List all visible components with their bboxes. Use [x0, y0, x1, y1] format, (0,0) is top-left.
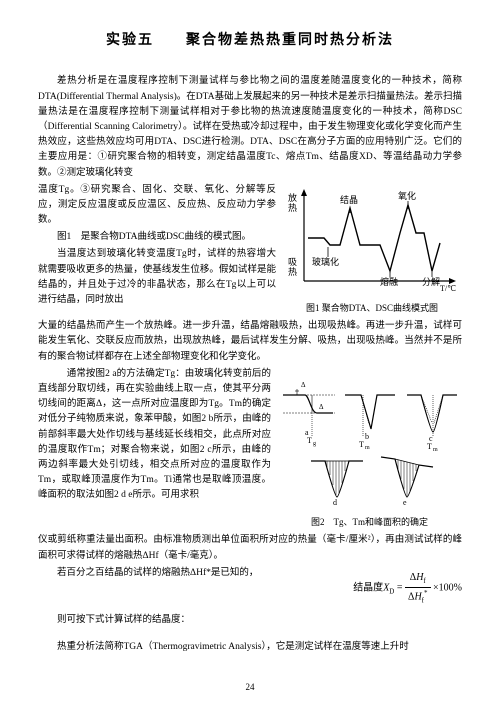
svg-text:T/℃: T/℃	[440, 284, 456, 293]
svg-text:氧化: 氧化	[398, 190, 416, 201]
svg-text:g: g	[313, 441, 316, 447]
svg-text:结晶: 结晶	[340, 194, 358, 205]
paragraph-1: 差热分析是在温度程序控制下测量试样与参比物之间的温度差随温度变化的一种技术，简称…	[38, 74, 462, 180]
figure-2-diagram: Δ Δ a Tg b Tm c Tm	[277, 367, 462, 507]
svg-text:T: T	[427, 442, 432, 451]
figure-1-caption: 图1 聚合物DTA、DSC曲线模式图	[282, 301, 462, 315]
svg-text:T: T	[359, 440, 364, 449]
page-number: 24	[246, 680, 255, 694]
svg-text:e: e	[403, 498, 407, 507]
figure-2-caption: 图2 Tg、Tm和峰面积的确定	[277, 515, 462, 529]
paragraph-7: 热重分析法简称TGA（Thermogravimetric Analysis），它…	[38, 640, 462, 655]
svg-text:T: T	[307, 436, 312, 445]
paragraph-3: 大量的结晶热而产生一个放热峰。进一步升温，结晶熔融吸热，出现吸热峰。再进一步升温…	[38, 319, 462, 365]
figure-2-container: Δ Δ a Tg b Tm c Tm	[277, 367, 462, 530]
figure-1-diagram: 放 热 吸 热 T/℃ 结晶 氧化 玻璃化 熔融 分解	[282, 183, 462, 293]
svg-text:熔融: 熔融	[380, 276, 398, 287]
svg-text:吸: 吸	[288, 257, 297, 267]
paragraph-6b: 则可按下式计算试样的结晶度：	[38, 613, 462, 628]
svg-text:Δ: Δ	[319, 403, 324, 411]
svg-text:热: 热	[288, 202, 297, 213]
figure-1-container: 放 热 吸 热 T/℃ 结晶 氧化 玻璃化 熔融 分解 图1 聚合物DTA、DS…	[282, 183, 462, 316]
svg-text:热: 热	[288, 266, 297, 277]
svg-text:玻璃化: 玻璃化	[312, 256, 339, 267]
svg-text:d: d	[333, 498, 337, 507]
svg-text:m: m	[433, 447, 438, 453]
svg-text:m: m	[365, 445, 370, 451]
svg-text:Δ: Δ	[301, 381, 306, 389]
svg-text:b: b	[365, 432, 369, 441]
paragraph-5: 仪或剪纸称重法量出面积。由标准物质测出单位面积所对应的热量（毫卡/厘米²），再由…	[38, 533, 462, 563]
svg-text:分解: 分解	[422, 276, 440, 287]
crystallinity-formula: 结晶度XD = ΔHf ΔHf* ×100%	[353, 570, 462, 607]
page-title: 实验五 聚合物差热热重同时热分析法	[38, 30, 462, 52]
svg-text:放: 放	[288, 192, 297, 203]
